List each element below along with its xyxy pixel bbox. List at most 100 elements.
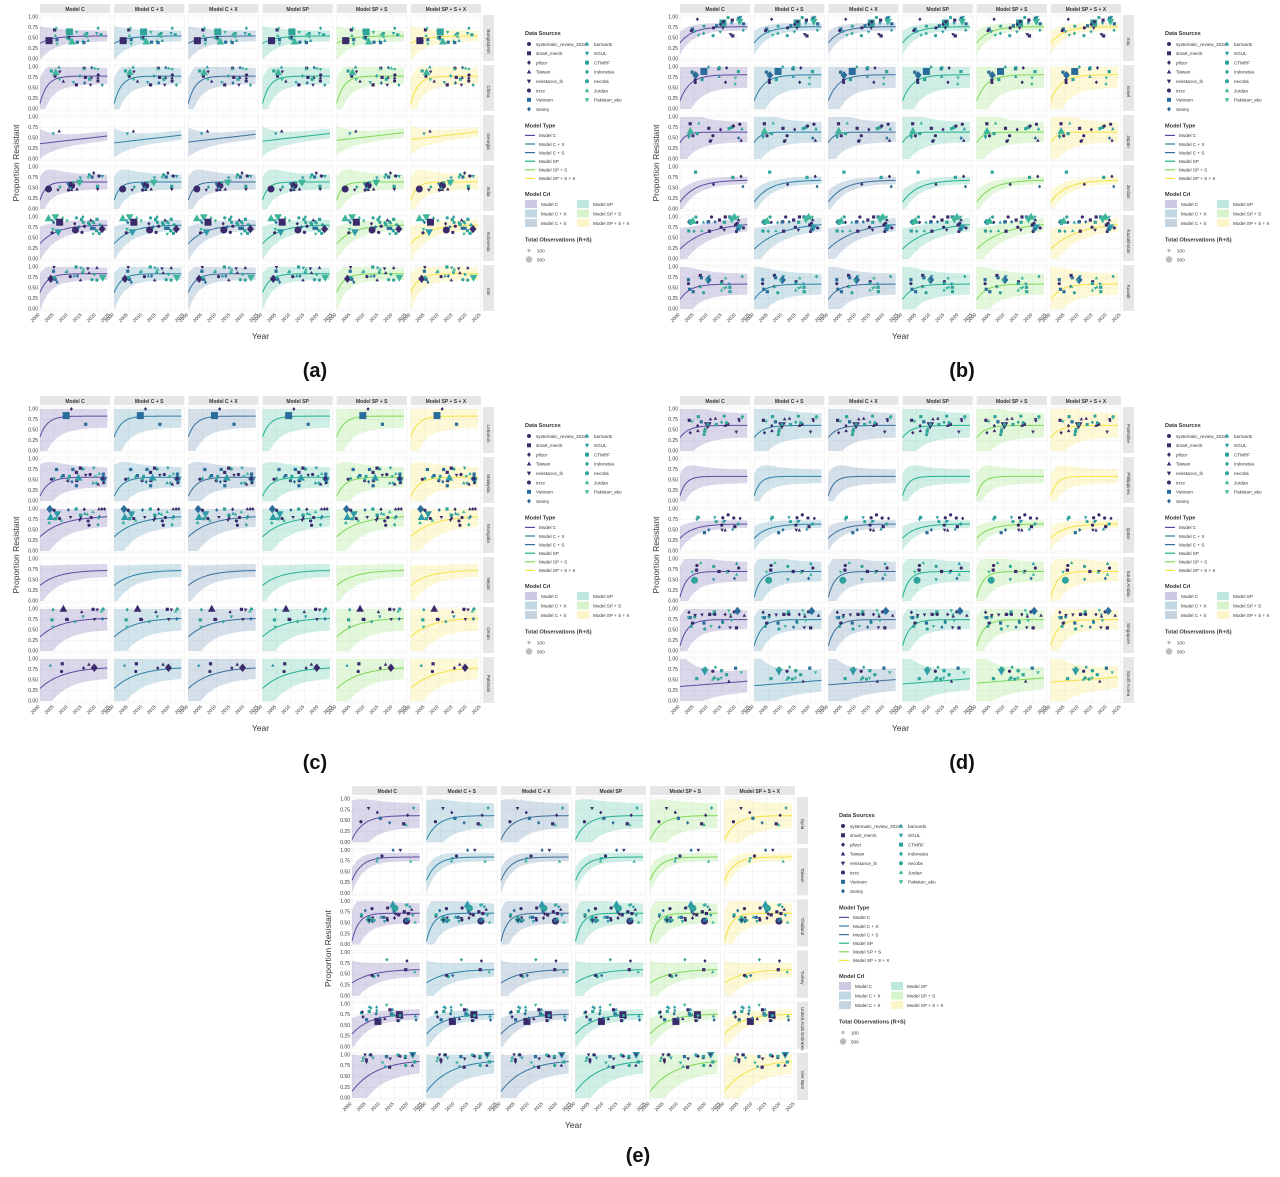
observation-point <box>324 607 328 611</box>
observation-point <box>767 78 771 82</box>
observation-point <box>101 480 106 485</box>
observation-point <box>273 607 278 612</box>
x-tick-label: 2000 <box>326 704 338 716</box>
legend-model-type-label: Model C + X <box>539 142 564 147</box>
observation-point <box>940 625 944 630</box>
observation-point <box>851 531 855 535</box>
observation-point <box>961 138 966 142</box>
country-strip-label: Oman <box>486 627 491 640</box>
observation-point <box>942 528 947 532</box>
observation-point <box>1110 174 1114 179</box>
observation-point <box>1005 624 1010 629</box>
observation-point <box>999 24 1003 28</box>
legend-model-cri-label: Model C + S <box>1181 221 1206 226</box>
observation-point <box>193 37 201 45</box>
observation-point <box>463 66 468 70</box>
observation-point <box>435 617 440 621</box>
observation-point <box>209 79 214 83</box>
observation-point <box>54 467 59 472</box>
observation-point <box>86 267 90 271</box>
observation-point <box>422 220 427 225</box>
observation-point <box>324 472 328 476</box>
model-strip-label: Model C <box>705 7 725 13</box>
observation-point <box>132 516 136 521</box>
observation-point <box>887 15 891 20</box>
y-tick-label: 1.00 <box>668 265 678 271</box>
observation-point <box>119 185 127 193</box>
x-axis-title: Year <box>892 723 909 733</box>
model-line <box>827 74 896 101</box>
observation-point <box>224 274 228 278</box>
observation-point <box>850 291 854 295</box>
observation-point <box>158 473 162 478</box>
model-line <box>39 516 108 538</box>
legend-source-marker <box>584 98 590 103</box>
observation-point <box>124 477 128 481</box>
observation-point <box>50 228 55 232</box>
observation-point <box>285 412 293 420</box>
observation-point <box>459 218 464 222</box>
observation-point <box>52 220 56 225</box>
observation-point <box>233 34 237 38</box>
observation-point <box>213 219 218 223</box>
observation-point <box>718 22 723 27</box>
observation-point <box>472 607 476 611</box>
observation-point <box>928 220 933 224</box>
observation-point <box>1112 226 1116 230</box>
observation-point <box>51 269 56 273</box>
observation-point <box>1061 27 1065 31</box>
observation-point <box>834 126 843 134</box>
observation-point <box>364 474 368 478</box>
country-strip-label: Malaysia <box>486 474 491 493</box>
observation-point <box>202 26 207 30</box>
observation-point <box>208 518 212 522</box>
observation-point <box>695 17 700 22</box>
credible-interval-band <box>114 564 182 601</box>
observation-point <box>275 275 279 279</box>
observation-point <box>800 422 804 426</box>
legend-source-label: necobs <box>594 79 610 84</box>
observation-point <box>319 26 323 31</box>
observation-point <box>91 607 95 611</box>
observation-point <box>378 41 383 45</box>
x-tick-label: 2015 <box>220 312 232 324</box>
observation-point <box>472 480 477 485</box>
observation-point <box>733 525 737 529</box>
observation-point <box>273 132 278 136</box>
model-line <box>187 415 256 438</box>
legend-source-marker <box>1167 88 1171 93</box>
observation-point <box>59 669 64 674</box>
observation-point <box>126 275 130 279</box>
observation-point <box>738 15 743 20</box>
model-line <box>410 570 479 586</box>
observation-point <box>69 407 73 411</box>
x-tick-label: 2000 <box>818 312 830 324</box>
observation-point <box>706 422 710 427</box>
observation-point <box>1036 127 1041 131</box>
credible-interval-band <box>40 461 108 501</box>
observation-point <box>276 26 281 30</box>
observation-point <box>696 515 700 520</box>
observation-point <box>1098 216 1107 224</box>
credible-interval-band <box>680 217 748 259</box>
observation-point <box>700 613 704 617</box>
observation-point <box>387 663 395 672</box>
observation-point <box>317 32 322 36</box>
observation-point <box>272 618 277 622</box>
observation-point <box>74 470 78 474</box>
observation-point <box>931 624 936 629</box>
observation-point <box>816 613 821 617</box>
model-strip-label: Model SP + S <box>996 399 1028 405</box>
observation-point <box>470 33 474 37</box>
legend-source-marker <box>584 480 590 485</box>
observation-point <box>843 563 847 568</box>
observation-point <box>198 618 202 622</box>
y-tick-label: 0.75 <box>668 517 678 523</box>
observation-point <box>1039 613 1043 617</box>
model-line <box>113 570 182 586</box>
legend-band-swatch <box>577 219 589 227</box>
observation-point <box>885 566 889 570</box>
observation-point <box>156 41 160 45</box>
observation-point <box>394 514 398 519</box>
